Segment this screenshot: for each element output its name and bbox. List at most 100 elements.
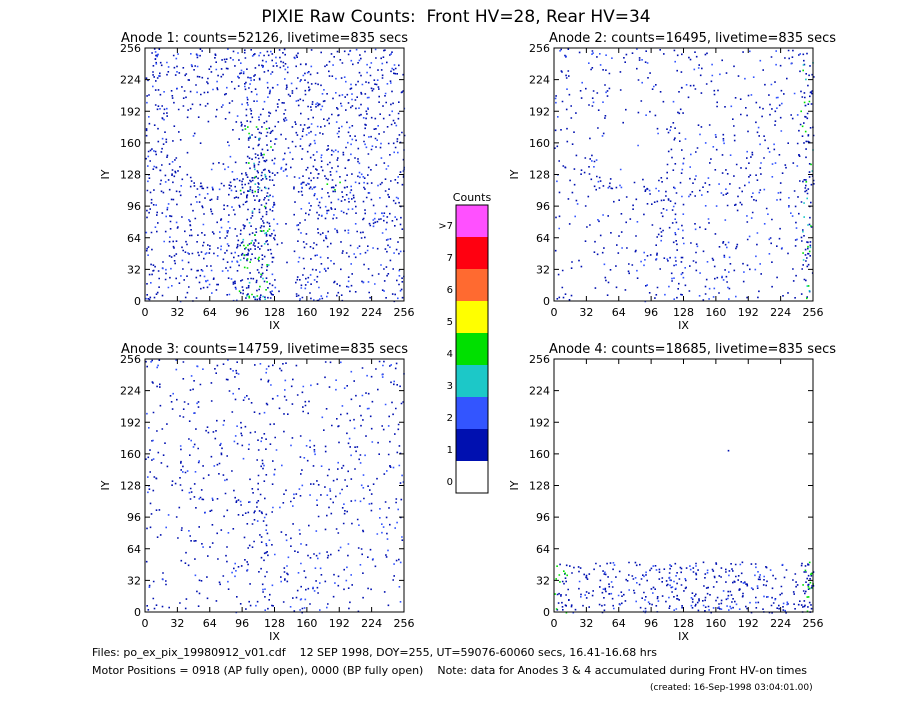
x-tick-label: 160 <box>296 617 317 630</box>
y-tick-label: 96 <box>127 200 141 213</box>
y-tick-label: 160 <box>529 448 550 461</box>
colorbar-label: 4 <box>447 349 453 360</box>
colorbar-label: 6 <box>447 285 453 296</box>
x-tick-label: 96 <box>235 617 249 630</box>
colorbar-swatch <box>456 269 488 301</box>
count-pixels <box>800 69 812 300</box>
colorbar-swatch <box>456 301 488 333</box>
y-tick-label: 192 <box>529 416 550 429</box>
x-tick-label: 160 <box>705 617 726 630</box>
y-tick-label: 256 <box>120 42 141 55</box>
y-tick-label: 256 <box>120 353 141 366</box>
x-tick-label: 128 <box>673 306 694 319</box>
x-tick-label: 64 <box>203 617 217 630</box>
y-tick-label: 224 <box>120 74 141 87</box>
panel-title: Anode 2: counts=16495, livetime=835 secs <box>549 31 836 46</box>
x-tick-label: 224 <box>361 617 382 630</box>
colorbar-swatch <box>456 461 488 493</box>
y-tick-label: 128 <box>120 480 141 493</box>
y-tick-label: 96 <box>536 511 550 524</box>
y-tick-label: 96 <box>127 511 141 524</box>
y-tick-label: 256 <box>529 353 550 366</box>
colorbar-label: 3 <box>447 381 453 392</box>
x-tick-label: 256 <box>394 617 415 630</box>
y-tick-label: 192 <box>529 105 550 118</box>
x-tick-label: 192 <box>738 306 759 319</box>
x-axis-label: IX <box>678 630 689 643</box>
y-tick-label: 0 <box>543 606 550 619</box>
x-tick-label: 0 <box>142 617 149 630</box>
colorbar-swatch <box>456 397 488 429</box>
colorbar-title: Counts <box>453 191 492 204</box>
panel-title: Anode 1: counts=52126, livetime=835 secs <box>121 31 408 46</box>
x-tick-label: 224 <box>770 306 791 319</box>
x-tick-label: 192 <box>738 617 759 630</box>
y-tick-label: 192 <box>120 416 141 429</box>
footer-motor: Motor Positions = 0918 (AP fully open), … <box>92 664 807 677</box>
colorbar-swatch <box>456 205 488 237</box>
count-pixels <box>556 449 815 614</box>
x-axis-label: IX <box>269 630 280 643</box>
x-tick-label: 160 <box>296 306 317 319</box>
count-texture <box>554 48 815 303</box>
x-tick-label: 0 <box>551 306 558 319</box>
x-tick-label: 256 <box>803 617 824 630</box>
main-title: PIXIE Raw Counts: Front HV=28, Rear HV=3… <box>261 7 650 27</box>
colorbar-label: >7 <box>438 221 453 232</box>
y-axis-label: IY <box>99 169 112 179</box>
count-pixels <box>145 48 406 303</box>
y-tick-label: 256 <box>529 42 550 55</box>
count-texture <box>145 48 406 303</box>
y-axis-label: IY <box>508 480 521 490</box>
colorbar-swatch <box>456 365 488 397</box>
count-texture <box>554 449 815 614</box>
panel-title: Anode 4: counts=18685, livetime=835 secs <box>549 342 836 357</box>
y-tick-label: 0 <box>543 295 550 308</box>
y-tick-label: 224 <box>120 385 141 398</box>
x-tick-label: 0 <box>551 617 558 630</box>
panel-title: Anode 3: counts=14759, livetime=835 secs <box>121 342 408 357</box>
y-tick-label: 128 <box>529 480 550 493</box>
x-tick-label: 96 <box>644 617 658 630</box>
colorbar-label: 2 <box>447 413 453 424</box>
x-tick-label: 64 <box>203 306 217 319</box>
colorbar-swatch <box>456 333 488 365</box>
y-tick-label: 128 <box>120 169 141 182</box>
count-pixels <box>145 359 404 614</box>
y-tick-label: 64 <box>127 232 141 245</box>
x-tick-label: 96 <box>235 306 249 319</box>
y-tick-label: 64 <box>536 543 550 556</box>
footer-files: Files: po_ex_pix_19980912_v01.cdf 12 SEP… <box>92 646 657 659</box>
y-tick-label: 224 <box>529 385 550 398</box>
y-tick-label: 160 <box>120 448 141 461</box>
x-tick-label: 128 <box>264 617 285 630</box>
y-tick-label: 32 <box>536 263 550 276</box>
x-tick-label: 64 <box>612 617 626 630</box>
x-tick-label: 128 <box>673 617 694 630</box>
y-tick-label: 192 <box>120 105 141 118</box>
x-tick-label: 64 <box>612 306 626 319</box>
x-tick-label: 224 <box>770 617 791 630</box>
y-tick-label: 32 <box>127 574 141 587</box>
x-axis-label: IX <box>269 319 280 332</box>
x-tick-label: 96 <box>644 306 658 319</box>
x-tick-label: 256 <box>803 306 824 319</box>
y-axis-label: IY <box>508 169 521 179</box>
colorbar-label: 0 <box>447 477 453 488</box>
colorbar-frame <box>455 204 489 494</box>
x-tick-label: 192 <box>329 617 350 630</box>
y-tick-label: 224 <box>529 74 550 87</box>
colorbar-label: 1 <box>447 445 453 456</box>
colorbar-label: 7 <box>447 253 453 264</box>
y-tick-label: 160 <box>529 137 550 150</box>
y-tick-label: 160 <box>120 137 141 150</box>
y-tick-label: 96 <box>536 200 550 213</box>
count-pixels <box>239 135 270 300</box>
x-tick-label: 256 <box>394 306 415 319</box>
footer-created: (created: 16-Sep-1998 03:04:01.00) <box>650 683 813 693</box>
colorbar-swatch <box>456 429 488 461</box>
y-tick-label: 64 <box>127 543 141 556</box>
x-tick-label: 128 <box>264 306 285 319</box>
y-tick-label: 64 <box>536 232 550 245</box>
